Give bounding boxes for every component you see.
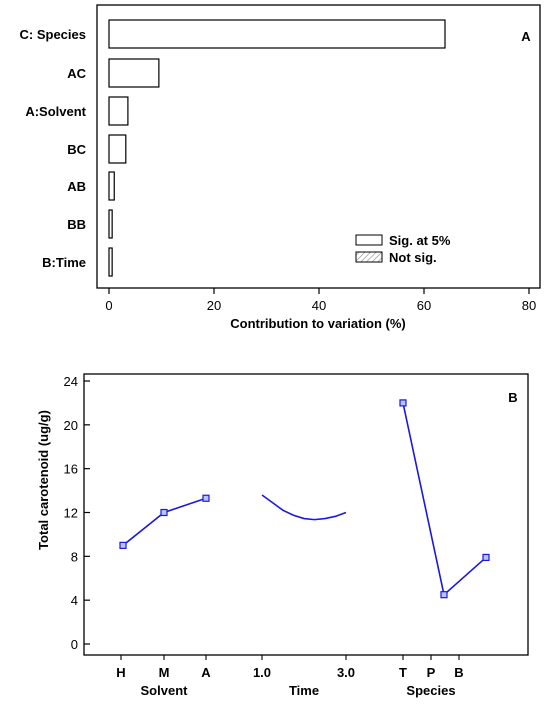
x-tick-label: P [427,665,436,680]
y-tick-label: 4 [71,593,78,608]
x-tick-label: 60 [417,298,431,313]
y-tick-label: 8 [71,549,78,564]
effect-line [402,402,487,597]
x-tick-label: 40 [312,298,326,313]
effect-point [399,399,407,407]
bar [108,171,115,201]
y-tick-label: 0 [71,637,78,652]
bar [108,247,113,277]
x-tick-label: B [454,665,463,680]
factor-label: Solvent [141,683,189,698]
factor-label: Time [289,683,319,698]
panel-label: A [521,29,531,44]
legend-label: Not sig. [389,250,437,265]
factor-label: Species [406,683,455,698]
x-tick-label: 1.0 [253,665,271,680]
effect-point [440,591,448,599]
y-axis-label: Total carotenoid (ug/g) [36,410,51,550]
effect-point [119,541,127,549]
x-axis-label: Contribution to variation (%) [230,316,405,331]
panel-label: B [508,390,517,405]
bar [108,19,446,49]
effect-line [261,494,347,521]
effect-line [122,497,207,546]
bar [108,209,113,239]
y-tick-label: 20 [64,418,78,433]
y-tick-label: 24 [64,374,78,389]
legend-label: Sig. at 5% [389,233,451,248]
effect-point [202,494,210,502]
bar [108,58,160,88]
pareto-chart: A C: Species AC A:Solvent BC AB BB B:Time 0 20 40 6… [20,4,541,331]
y-tick-label: 16 [64,462,78,477]
y-tick-label: 12 [64,506,78,521]
x-tick-label: H [116,665,125,680]
x-tick-label: M [159,665,170,680]
category-label: BB [67,217,86,232]
category-label: C: Species [20,27,86,42]
plot-frame [83,373,529,656]
effect-point [160,508,168,517]
x-tick-label: T [399,665,407,680]
category-label: AB [67,179,86,194]
x-tick-label: 3.0 [337,665,355,680]
category-label: BC [67,142,86,157]
legend-swatch [355,251,383,263]
x-tick-label: 0 [105,298,112,313]
effect-point [482,553,490,562]
x-tick-label: 20 [207,298,221,313]
bar [108,134,127,164]
legend-swatch [355,234,383,246]
x-tick-label: A [201,665,211,680]
category-label: AC [67,66,86,81]
category-label: B:Time [42,255,86,270]
category-label: A:Solvent [25,104,86,119]
bar [108,96,129,126]
x-tick-label: 80 [522,298,536,313]
